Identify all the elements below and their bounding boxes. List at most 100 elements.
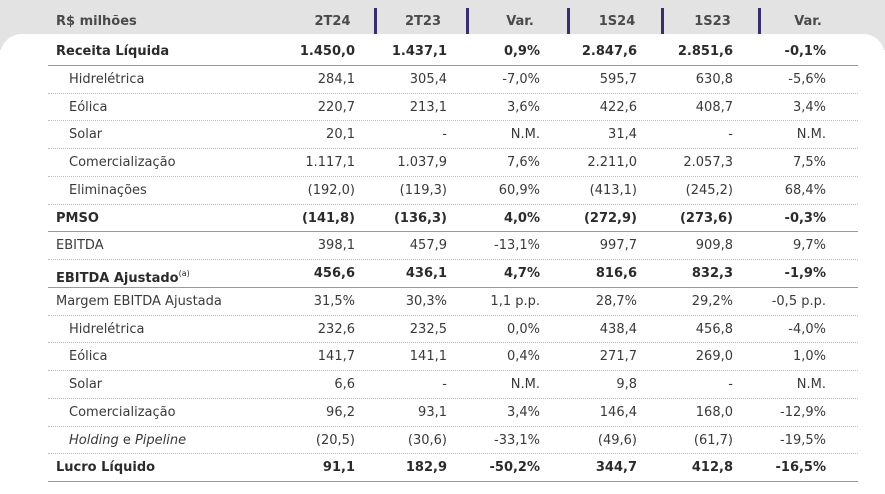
table-cell: 93,1 xyxy=(418,404,447,420)
column-divider xyxy=(466,8,469,34)
column-divider xyxy=(374,8,377,34)
table-cell: 141,7 xyxy=(317,349,355,365)
table-cell: 422,6 xyxy=(599,99,637,115)
table-cell: 398,1 xyxy=(317,238,355,254)
table-cell: (413,1) xyxy=(589,182,637,198)
table-cell: -13,1% xyxy=(494,238,540,254)
row-label: Holding e Pipeline xyxy=(69,432,187,448)
table-cell: 816,6 xyxy=(595,266,637,281)
table-cell: (245,2) xyxy=(685,182,733,198)
table-cell: 3,4% xyxy=(506,404,540,420)
row-separator xyxy=(48,175,858,177)
table-cell: 1.117,1 xyxy=(305,155,355,170)
row-separator xyxy=(48,92,858,94)
table-cell: N.M. xyxy=(510,127,540,143)
table-cell: 31,4 xyxy=(608,127,637,143)
table-cell: 595,7 xyxy=(599,71,637,87)
table-row: Eliminações (192,0) (119,3) 60,9% (413,1) (24… xyxy=(0,177,885,205)
table-row: Holding e Pipeline (20,5) (30,6) -33,1% (49,… xyxy=(0,427,885,455)
table-cell: 305,4 xyxy=(409,71,447,87)
table-cell: 146,4 xyxy=(599,404,637,420)
table-row: PMSO (141,8) (136,3) 4,0% (272,9) (273,6) -0,3… xyxy=(0,205,885,233)
col-header-2t24: 2T24 xyxy=(314,14,351,29)
table-cell: 9,7% xyxy=(792,238,826,254)
table-cell: 7,6% xyxy=(506,155,540,170)
table-row: Hidrelétrica 284,1 305,4 -7,0% 595,7 630,8 -5,… xyxy=(0,66,885,94)
row-separator xyxy=(48,231,858,233)
row-label: Solar xyxy=(69,377,103,392)
table-cell: 456,8 xyxy=(695,321,733,337)
row-separator xyxy=(48,342,858,344)
table-row: Eólica 141,7 141,1 0,4% 271,7 269,0 1,0% xyxy=(0,343,885,371)
table-row: Solar 20,1 - N.M. 31,4 - N.M. xyxy=(0,121,885,149)
table-cell: -0,3% xyxy=(784,210,826,226)
row-label: Eliminações xyxy=(69,182,147,198)
col-header-1s23: 1S23 xyxy=(694,14,731,29)
row-separator xyxy=(48,120,858,122)
table-cell: 3,4% xyxy=(792,99,826,115)
table-cell: 30,3% xyxy=(405,293,447,309)
row-separator xyxy=(48,453,858,455)
table-cell: 0,0% xyxy=(506,321,540,337)
table-cell: - xyxy=(728,127,733,143)
row-label: Margem EBITDA Ajustada xyxy=(56,293,222,309)
row-separator xyxy=(48,314,858,316)
table-cell: 232,5 xyxy=(409,321,447,337)
table-cell: 1.450,0 xyxy=(299,44,355,59)
table-cell: 220,7 xyxy=(317,99,355,115)
table-cell: -33,1% xyxy=(494,432,540,448)
table-cell: 832,3 xyxy=(691,266,733,281)
row-label: Hidrelétrica xyxy=(69,321,145,337)
row-label: Hidrelétrica xyxy=(69,71,145,87)
row-separator xyxy=(48,370,858,371)
row-separator xyxy=(48,481,858,482)
table-cell: (119,3) xyxy=(399,182,447,198)
table-cell: -50,2% xyxy=(489,460,541,476)
row-separator xyxy=(48,425,858,427)
table-cell: 7,5% xyxy=(792,155,826,170)
column-divider xyxy=(661,8,664,34)
table-cell: 29,2% xyxy=(691,293,733,309)
table-cell: 2.211,0 xyxy=(587,155,637,170)
table-cell: 6,6 xyxy=(334,377,355,392)
row-label: Receita Líquida xyxy=(56,44,170,59)
table-cell: 630,8 xyxy=(695,71,733,87)
table-cell: 2.847,6 xyxy=(581,44,637,59)
row-label: PMSO xyxy=(56,210,99,226)
column-divider xyxy=(758,8,761,34)
table-cell: 456,6 xyxy=(313,266,355,281)
table-cell: 60,9% xyxy=(498,182,540,198)
table-cell: 1.437,1 xyxy=(391,44,447,59)
table-cell: N.M. xyxy=(796,377,826,392)
table-cell: 438,4 xyxy=(599,321,637,337)
table-cell: 3,6% xyxy=(506,99,540,115)
table-cell: -0,1% xyxy=(784,44,826,59)
table-cell: 91,1 xyxy=(322,460,355,476)
table-cell: 1,1 p.p. xyxy=(490,293,540,309)
table-cell: (272,9) xyxy=(583,210,637,226)
table-cell: 4,7% xyxy=(503,266,540,281)
row-separator xyxy=(48,286,858,288)
table-cell: 9,8 xyxy=(616,377,637,392)
table-cell: 2.057,3 xyxy=(683,155,733,170)
table-cell: -16,5% xyxy=(775,460,827,476)
table-cell: 457,9 xyxy=(409,238,447,254)
table-cell: 2.851,6 xyxy=(677,44,733,59)
table-row: Eólica 220,7 213,1 3,6% 422,6 408,7 3,4% xyxy=(0,94,885,122)
table-cell: -19,5% xyxy=(780,432,826,448)
col-header-var-quarter: Var. xyxy=(506,14,534,29)
table-cell: -1,9% xyxy=(784,266,826,281)
table-cell: 1.037,9 xyxy=(397,155,447,170)
row-separator xyxy=(48,397,858,399)
row-label: Comercialização xyxy=(69,404,176,420)
table-cell: 909,8 xyxy=(695,238,733,254)
table-cell: - xyxy=(442,127,447,143)
table-cell: 4,0% xyxy=(503,210,540,226)
table-cell: (61,7) xyxy=(693,432,733,448)
row-separator xyxy=(48,148,858,149)
table-row: EBITDA 398,1 457,9 -13,1% 997,7 909,8 9,7% xyxy=(0,232,885,260)
table-cell: 1,0% xyxy=(792,349,826,365)
table-cell: - xyxy=(442,377,447,392)
table-cell: 28,7% xyxy=(595,293,637,309)
table-cell: 141,1 xyxy=(409,349,447,365)
